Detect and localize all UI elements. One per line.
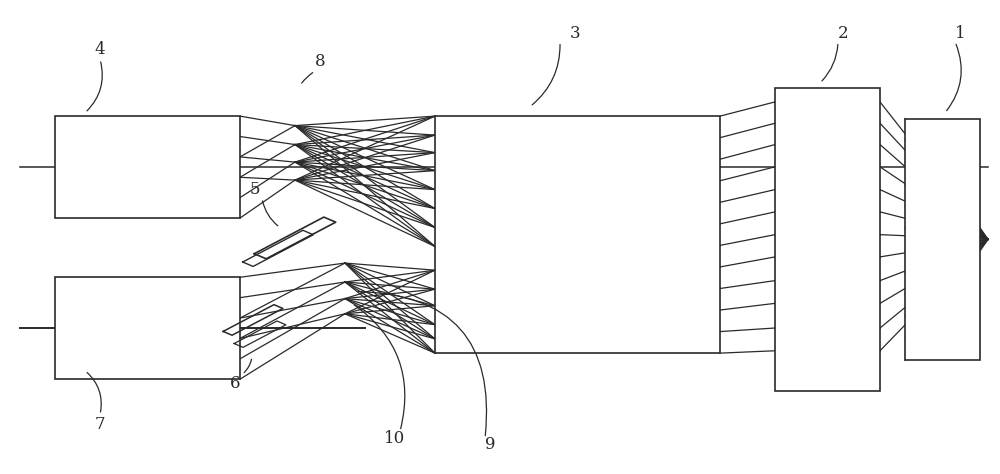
Text: 9: 9 — [485, 436, 495, 453]
Bar — [55, 116, 240, 218]
Text: 10: 10 — [384, 430, 406, 447]
Text: 2: 2 — [838, 25, 848, 42]
Text: 8: 8 — [315, 53, 325, 70]
Text: 4: 4 — [95, 41, 105, 58]
Text: 5: 5 — [250, 181, 260, 198]
Text: 6: 6 — [230, 375, 240, 392]
Bar — [775, 88, 880, 391]
Text: 1: 1 — [955, 25, 965, 42]
Bar — [55, 277, 240, 379]
Bar — [435, 116, 720, 353]
Text: 3: 3 — [570, 25, 580, 42]
Text: 7: 7 — [95, 416, 105, 433]
Bar — [905, 118, 980, 360]
